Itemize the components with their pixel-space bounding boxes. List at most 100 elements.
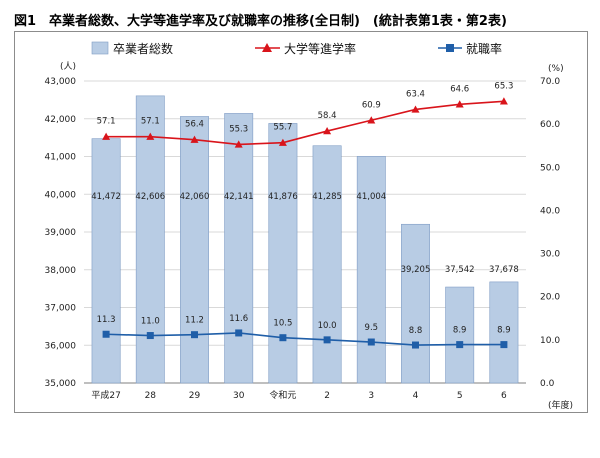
bar-value-label: 37,542 [445,265,475,275]
point-label-employment-rate: 8.9 [497,326,511,336]
bar-value-label: 37,678 [489,265,519,275]
legend-label: 就職率 [466,41,502,56]
figure-title: 図1 卒業者総数、大学等進学率及び就職率の推移(全日制) (統計表第1表・第2表… [14,14,507,29]
left-axis-tick-label: 40,000 [45,190,77,200]
left-axis-tick-label: 42,000 [45,115,77,125]
chart-frame [14,31,588,413]
bar-value-label: 41,876 [268,192,298,202]
legend-marker-employment-rate [446,44,454,52]
bar-graduates [445,286,475,384]
bar-graduates [91,138,121,384]
right-axis-unit: (%) [548,64,564,74]
right-axis-tick-label: 20.0 [540,293,560,303]
marker-employment-rate [146,332,154,340]
bar-graduates [268,123,298,384]
left-axis-tick-label: 39,000 [45,228,77,238]
point-label-university-rate: 63.4 [406,89,425,99]
bar-graduates [180,116,209,384]
marker-employment-rate [191,331,198,339]
marker-employment-rate [367,338,375,346]
point-label-employment-rate: 8.8 [409,326,423,336]
marker-university-rate [323,127,332,135]
point-label-employment-rate: 9.5 [365,323,379,333]
point-label-employment-rate: 10.0 [318,321,337,331]
marker-university-rate [367,116,376,124]
marker-university-rate [146,132,155,140]
marker-employment-rate [102,330,110,338]
point-label-university-rate: 57.1 [141,117,160,127]
x-axis-unit: (年度) [548,399,573,411]
bar-value-label: 41,285 [312,192,342,202]
point-label-university-rate: 65.3 [494,81,513,91]
point-label-employment-rate: 8.9 [453,326,467,336]
marker-university-rate [190,135,199,143]
marker-university-rate [411,105,420,113]
point-label-university-rate: 55.7 [273,123,292,133]
marker-employment-rate [500,341,508,349]
legend-marker-university-rate [262,43,272,52]
series-line-university-rate [106,100,504,146]
right-axis-tick-label: 0.0 [540,379,555,389]
marker-university-rate [278,138,287,146]
left-axis-tick-label: 43,000 [45,77,77,87]
point-label-university-rate: 57.1 [97,117,116,127]
left-axis-tick-label: 35,000 [45,379,77,389]
bar-value-label: 41,472 [91,192,121,202]
marker-university-rate [455,100,464,108]
right-axis-tick-label: 30.0 [540,250,560,260]
point-label-university-rate: 55.3 [229,124,248,134]
bar-value-label: 42,141 [224,192,254,202]
point-label-employment-rate: 11.6 [229,314,248,324]
bar-graduates [312,145,342,384]
series-line-employment-rate [106,332,504,346]
marker-university-rate [234,140,243,148]
marker-employment-rate [412,341,419,349]
right-axis-tick-label: 70.0 [540,77,560,87]
marker-employment-rate [323,336,331,344]
right-axis-tick-label: 50.0 [540,163,560,173]
point-label-employment-rate: 10.5 [273,319,292,329]
category-tick-label: 30 [233,391,245,401]
right-axis-tick-label: 60.0 [540,120,560,130]
legend-label: 大学等進学率 [284,41,356,56]
point-label-employment-rate: 11.0 [141,317,160,327]
right-axis-tick-label: 40.0 [540,206,560,216]
left-axis-unit: (人) [60,61,76,72]
point-label-university-rate: 64.6 [450,84,469,94]
category-tick-label: 5 [457,391,463,401]
bar-value-label: 42,606 [135,192,165,202]
left-axis-tick-label: 37,000 [45,304,77,314]
bar-value-label: 39,205 [401,265,431,275]
marker-employment-rate [456,341,464,349]
bar-graduates [224,113,254,384]
point-label-university-rate: 60.9 [362,100,381,110]
category-tick-label: 平成27 [91,389,120,401]
category-tick-label: 3 [368,391,374,401]
legend-label: 卒業者総数 [113,41,173,56]
category-tick-label: 29 [189,391,201,401]
bar-value-label: 42,060 [180,192,210,202]
category-tick-label: 28 [145,391,157,401]
left-axis-tick-label: 38,000 [45,266,77,276]
point-label-employment-rate: 11.2 [185,316,204,326]
category-tick-label: 6 [501,391,507,401]
category-tick-label: 令和元 [269,389,296,401]
point-label-university-rate: 56.4 [185,120,204,130]
bar-graduates [489,281,519,384]
left-axis-tick-label: 41,000 [45,153,77,163]
legend-swatch-graduates [91,41,109,55]
left-axis-tick-label: 36,000 [45,341,77,351]
point-label-university-rate: 58.4 [318,111,337,121]
marker-employment-rate [235,329,243,337]
right-axis-tick-label: 10.0 [540,336,560,346]
bar-graduates [401,223,430,384]
marker-university-rate [499,97,508,105]
bar-graduates [356,156,386,384]
category-tick-label: 2 [324,391,330,401]
bar-value-label: 41,004 [356,192,386,202]
marker-university-rate [102,132,111,140]
marker-employment-rate [279,334,287,342]
point-label-employment-rate: 11.3 [97,315,116,325]
category-tick-label: 4 [413,391,419,401]
